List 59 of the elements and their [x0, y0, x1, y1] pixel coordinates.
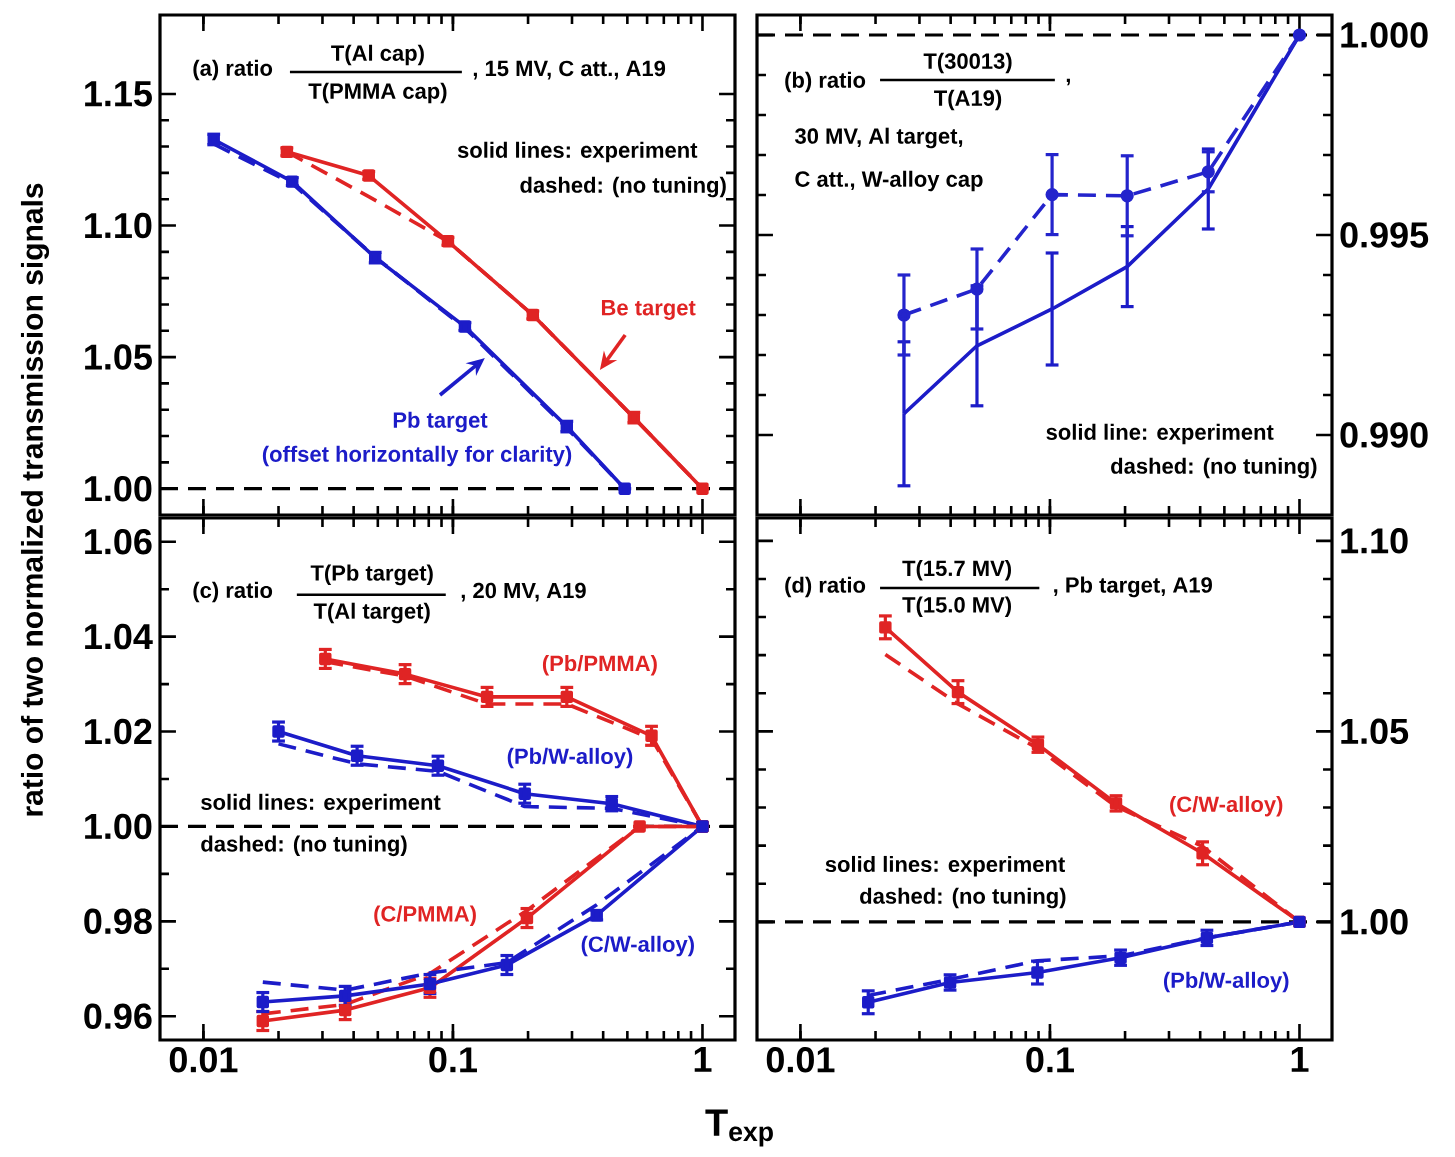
- annotation: T(15.7 MV): [902, 559, 1012, 581]
- x-tick-label: 1: [1291, 1047, 1309, 1072]
- y-tick-label: 1.15: [85, 81, 152, 107]
- annotation: T(A19): [934, 89, 1002, 111]
- annotation: Be target: [601, 300, 696, 320]
- annotation: , Pb target, A19: [1054, 576, 1212, 598]
- y-tick-label: 1.00: [1341, 909, 1408, 935]
- x-tick-label: 0.1: [1026, 1047, 1074, 1073]
- y-tick-label: 1.04: [85, 623, 153, 650]
- x-axis-title: T$_{exp}$: [705, 1109, 773, 1147]
- annotation: dashed: (no tuning): [1111, 457, 1317, 479]
- annotation: T(Pb target): [310, 564, 433, 586]
- y-tick-label: 0.995: [1340, 222, 1429, 248]
- annotation: dashed: (no tuning): [520, 176, 726, 198]
- annotation: dashed: (no tuning): [201, 835, 407, 857]
- annotation: T(PMMA cap): [308, 82, 447, 104]
- annotation: solid lines: experiment: [825, 855, 1065, 877]
- annotation: T(15.0 MV): [902, 596, 1012, 617]
- x-tick-label: 0.1: [429, 1047, 477, 1073]
- text: (a) ratio: [193, 59, 273, 81]
- annotation: dashed: (no tuning): [860, 887, 1066, 909]
- annotation: ,: [1066, 78, 1070, 86]
- y-tick-label: 1.02: [85, 718, 152, 745]
- annotation: T(Al target): [313, 602, 430, 624]
- x-tick-label: 1: [694, 1047, 712, 1072]
- y-tick-label: 1.10: [1341, 528, 1408, 554]
- y-tick-label: 1.05: [85, 344, 152, 370]
- annotation: , 15 MV, C att., A19: [473, 60, 666, 80]
- text: (b) ratio: [785, 71, 866, 93]
- y-tick-label: 0.96: [84, 1003, 152, 1030]
- annotation: solid line: experiment: [1046, 423, 1274, 445]
- y-tick-label: 0.990: [1340, 422, 1428, 448]
- x-tick-label: 0.01: [169, 1047, 238, 1073]
- y-tick-label: 1.10: [85, 212, 152, 239]
- text: (c) ratio: [193, 581, 273, 603]
- y-tick-label: 0.98: [84, 908, 152, 935]
- annotation: (Pb/W-alloy): [1163, 971, 1289, 993]
- annotation: , 20 MV, A19: [461, 582, 586, 602]
- annotation: (C/W-alloy): [581, 935, 694, 957]
- annotation: solid lines: experiment: [201, 793, 441, 815]
- annotation: (C/W-alloy): [1170, 795, 1283, 817]
- y-tick-label: 1.00: [85, 475, 152, 502]
- x-tick-label: 0.01: [766, 1047, 835, 1073]
- y-tick-label: 1.05: [1341, 718, 1409, 745]
- annotation: (C/PMMA): [374, 905, 476, 926]
- y-tick-label: 1.06: [85, 528, 152, 555]
- annotation: T(Al cap): [331, 44, 424, 66]
- annotation: solid lines: experiment: [457, 141, 698, 163]
- y-tick-label: 1.00: [85, 813, 152, 840]
- text: (d) ratio: [785, 576, 866, 598]
- annotation: Pb target: [393, 411, 488, 433]
- y-axis-title: ratio of two normalized transmission signals: [20, 183, 50, 816]
- annotation: (offset horizontally for clarity): [262, 445, 572, 467]
- y-tick-label: 1.000: [1341, 22, 1428, 48]
- annotation: T(30013): [923, 52, 1012, 74]
- annotation: (Pb/PMMA): [542, 654, 657, 676]
- annotation: 30 MV, Al target,: [794, 127, 963, 149]
- annotation: C att., W-alloy cap: [795, 170, 983, 192]
- annotation: (Pb/W-alloy): [507, 747, 633, 769]
